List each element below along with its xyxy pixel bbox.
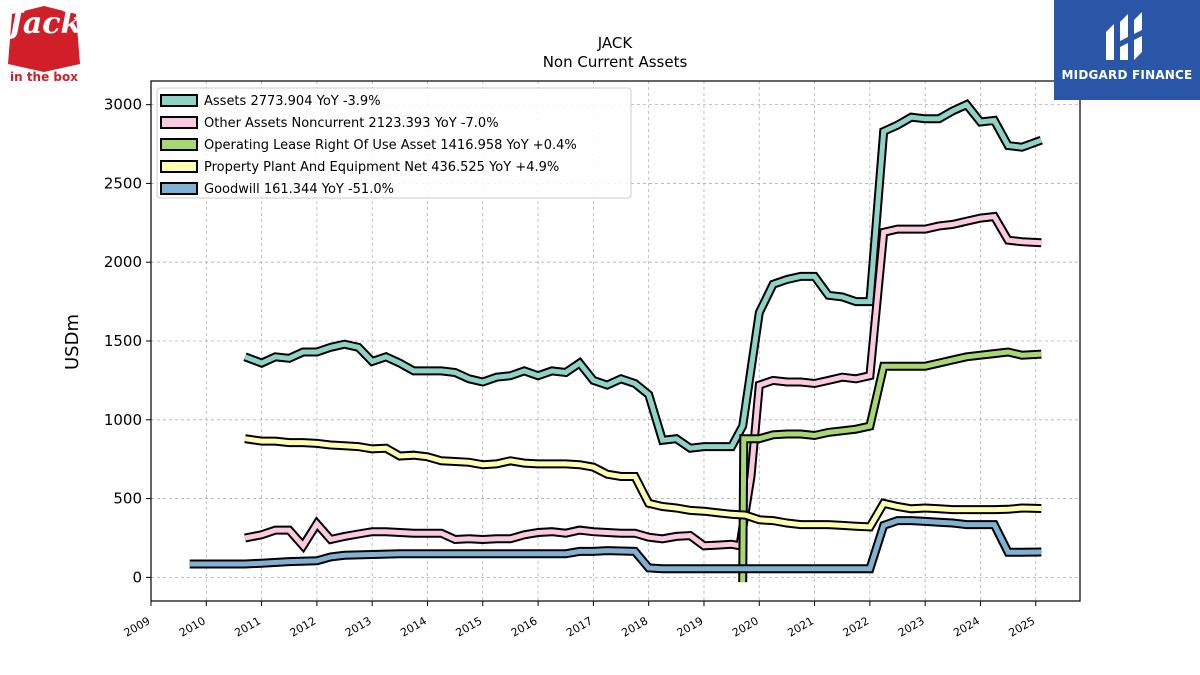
y-tick-label: 3000 (104, 96, 142, 114)
x-tick-label: 2017 (564, 614, 595, 639)
x-tick-label: 2011 (232, 614, 263, 639)
legend-swatch-2 (160, 138, 198, 151)
jack-logo-text: Jack (8, 6, 82, 41)
x-tick-label: 2014 (398, 614, 429, 639)
x-tick-label: 2022 (841, 614, 872, 639)
y-tick-label: 1000 (104, 411, 142, 429)
x-tick-label: 2013 (343, 614, 374, 639)
series-line-4 (189, 518, 1042, 572)
x-tick-label: 2009 (122, 614, 153, 639)
x-tick-label: 2015 (454, 614, 485, 639)
legend-label-2: Operating Lease Right Of Use Asset 1416.… (204, 138, 577, 153)
x-tick-label: 2025 (1007, 614, 1038, 639)
midgard-logo-mark (1106, 12, 1142, 60)
series-line-1 (244, 213, 1042, 550)
legend: Assets 2773.904 YoY -3.9% Other Assets No… (156, 87, 632, 199)
series-outline-3 (244, 434, 1042, 532)
y-tick-label: 500 (113, 490, 142, 508)
y-tick-label: 2000 (104, 253, 142, 271)
series-lines (189, 99, 1043, 583)
legend-swatch-3 (160, 160, 198, 173)
x-tick-label: 2024 (951, 614, 982, 639)
x-tick-label: 2021 (785, 614, 816, 639)
x-tick-label: 2023 (896, 614, 927, 639)
y-tick-label: 1500 (104, 332, 142, 350)
legend-swatch-1 (160, 116, 198, 129)
y-tick-label: 0 (132, 568, 142, 586)
legend-swatch-0 (160, 94, 198, 107)
y-tick-label: 2500 (104, 174, 142, 192)
series-line-0 (244, 101, 1043, 451)
x-tick-label: 2019 (675, 614, 706, 639)
x-tick-label: 2020 (730, 614, 761, 639)
x-tick-label: 2010 (177, 614, 208, 639)
legend-box (156, 87, 632, 199)
midgard-logo-text: MIDGARD FINANCE (1061, 68, 1193, 82)
chart-subtitle: Non Current Assets (543, 53, 688, 71)
series-outline-2 (738, 347, 1042, 583)
midgard-finance-logo: MIDGARD FINANCE (1054, 0, 1200, 100)
jack-in-the-box-logo: Jack in the box (4, 4, 84, 88)
x-tick-label: 2018 (619, 614, 650, 639)
series-line-3 (244, 436, 1042, 530)
legend-label-3: Property Plant And Equipment Net 436.525… (204, 160, 559, 175)
legend-label-4: Goodwill 161.344 YoY -51.0% (204, 182, 394, 197)
y-axis-label: USDm (62, 314, 83, 370)
x-tick-label: 2016 (509, 614, 540, 639)
series-line-2 (740, 349, 1042, 583)
legend-label-1: Other Assets Noncurrent 2123.393 YoY -7.… (204, 116, 499, 131)
jack-logo-badge (8, 6, 80, 72)
jack-logo-subtext: in the box (9, 70, 78, 84)
legend-swatch-4 (160, 182, 198, 195)
x-tick-label: 2012 (288, 614, 319, 639)
legend-label-0: Assets 2773.904 YoY -3.9% (204, 94, 381, 109)
chart-title: JACK (597, 34, 634, 52)
